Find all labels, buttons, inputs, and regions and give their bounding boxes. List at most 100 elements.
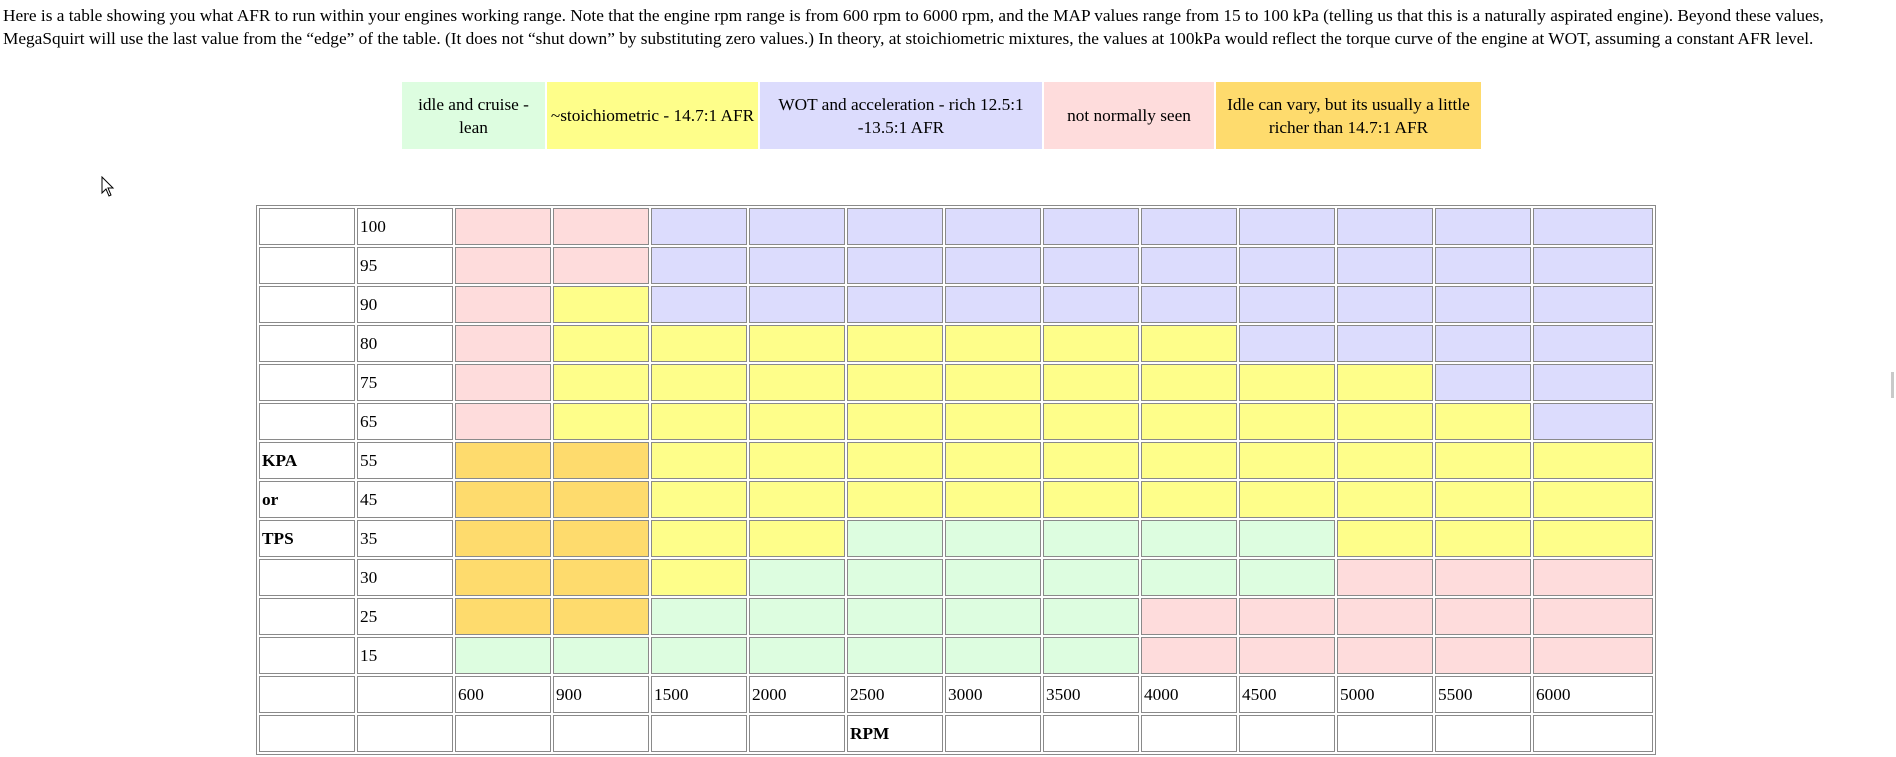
afr-zone-cell [749,325,845,362]
afr-zone-cell [1043,286,1139,323]
table-row: 75 [259,364,1653,401]
afr-zone-cell [749,481,845,518]
legend-item-n: not normally seen [1044,82,1214,149]
afr-zone-cell [1435,481,1531,518]
afr-zone-cell [1435,403,1531,440]
table-row: 90 [259,286,1653,323]
table-row: or 45 [259,481,1653,518]
empty-cell [749,715,845,752]
afr-zone-cell [749,520,845,557]
empty-cell [1533,715,1653,752]
axis-label-cell: or [259,481,355,518]
scrollbar-thumb[interactable] [1891,372,1894,398]
afr-zone-cell [1141,442,1237,479]
afr-zone-cell [1141,403,1237,440]
intro-paragraph: Here is a table showing you what AFR to … [3,6,1824,48]
afr-zone-cell [553,364,649,401]
axis-label-cell [259,247,355,284]
afr-zone-cell [1141,208,1237,245]
afr-zone-cell [1043,442,1139,479]
afr-zone-cell [553,403,649,440]
afr-zone-cell [1239,520,1335,557]
afr-zone-cell [455,364,551,401]
afr-zone-cell [1043,559,1139,596]
afr-zone-cell [1533,247,1653,284]
afr-zone-cell [1435,559,1531,596]
rpm-value-cell: 4000 [1141,676,1237,713]
afr-zone-cell [749,442,845,479]
axis-label-cell: KPA [259,442,355,479]
afr-zone-cell [1435,520,1531,557]
empty-cell [553,715,649,752]
afr-zone-cell [1533,286,1653,323]
afr-zone-cell [1337,481,1433,518]
afr-zone-cell [1239,403,1335,440]
afr-zone-cell [553,637,649,674]
afr-zone-cell [1043,481,1139,518]
afr-zone-cell [749,598,845,635]
axis-label-cell [259,325,355,362]
afr-zone-cell [749,364,845,401]
afr-zone-cell [945,637,1041,674]
afr-zone-cell [1043,403,1139,440]
table-row: 95 [259,247,1653,284]
afr-zone-cell [847,559,943,596]
axis-label-cell [259,208,355,245]
afr-zone-cell [1337,403,1433,440]
kpa-value-cell: 65 [357,403,453,440]
rpm-value-cell: 3500 [1043,676,1139,713]
afr-zone-cell [1141,481,1237,518]
rpm-value-cell: 6000 [1533,676,1653,713]
afr-zone-cell [945,325,1041,362]
afr-zone-cell [847,247,943,284]
afr-zone-cell [1239,247,1335,284]
rpm-value-cell: 600 [455,676,551,713]
axis-label-cell [259,364,355,401]
afr-zone-cell [1043,637,1139,674]
afr-zone-cell [651,286,747,323]
afr-zone-cell [651,520,747,557]
table-row: 100 [259,208,1653,245]
mouse-cursor-icon [101,176,115,197]
afr-zone-cell [847,403,943,440]
afr-zone-cell [749,286,845,323]
afr-table-frame: 100 95 90 80 75 65 KPA 55 or 45 TPS 35 30 25 15 600 900 1… [256,205,1656,755]
kpa-value-cell: 55 [357,442,453,479]
afr-zone-cell [455,481,551,518]
afr-zone-cell [1141,520,1237,557]
afr-zone-cell [553,208,649,245]
afr-zone-cell [1141,559,1237,596]
afr-zone-cell [1337,208,1433,245]
afr-zone-cell [651,481,747,518]
afr-zone-cell [1435,364,1531,401]
afr-zone-cell [651,598,747,635]
afr-zone-cell [945,520,1041,557]
afr-zone-cell [847,442,943,479]
legend-item-w: WOT and acceleration - rich 12.5:1 -13.5… [760,82,1042,149]
afr-zone-cell [1239,559,1335,596]
afr-zone-cell [1533,559,1653,596]
rpm-value-cell: 5500 [1435,676,1531,713]
afr-zone-cell [651,208,747,245]
kpa-value-cell: 75 [357,364,453,401]
kpa-value-cell: 100 [357,208,453,245]
afr-zone-cell [1141,364,1237,401]
empty-cell [1435,715,1531,752]
empty-cell [1043,715,1139,752]
afr-zone-cell [553,520,649,557]
afr-zone-cell [749,559,845,596]
afr-zone-cell [1043,364,1139,401]
afr-zone-cell [1043,325,1139,362]
axis-label-cell [259,559,355,596]
rpm-label-row: RPM [259,715,1653,752]
table-row: TPS 35 [259,520,1653,557]
afr-zone-cell [945,364,1041,401]
afr-zone-cell [455,637,551,674]
afr-zone-cell [749,637,845,674]
afr-zone-cell [651,442,747,479]
afr-zone-cell [945,481,1041,518]
afr-zone-cell [1141,286,1237,323]
afr-zone-cell [1043,598,1139,635]
afr-zone-cell [1533,208,1653,245]
afr-zone-cell [455,559,551,596]
